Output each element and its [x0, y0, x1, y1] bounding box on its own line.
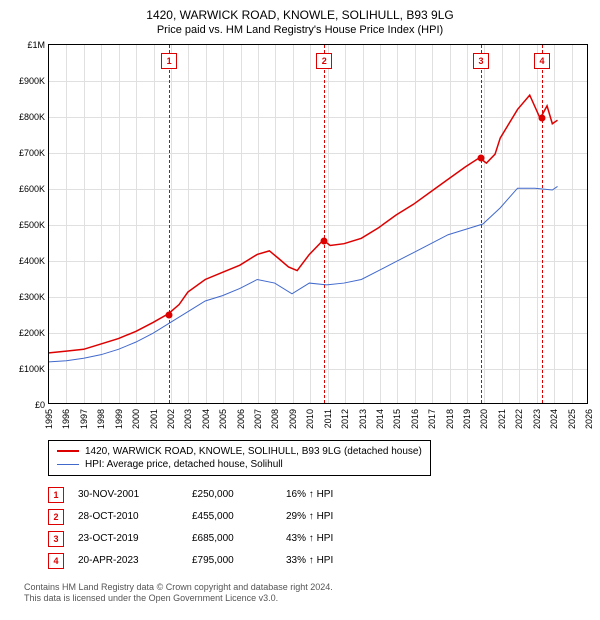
x-tick-label: 2021	[497, 409, 507, 429]
y-tick-label: £700K	[19, 148, 45, 158]
sales-table-row: 2 28-OCT-2010 £455,000 29% ↑ HPI	[48, 506, 588, 528]
y-tick-label: £300K	[19, 292, 45, 302]
sale-line	[169, 45, 170, 403]
page-subtitle: Price paid vs. HM Land Registry's House …	[12, 24, 588, 36]
footer-line2: This data is licensed under the Open Gov…	[24, 593, 588, 605]
page-title: 1420, WARWICK ROAD, KNOWLE, SOLIHULL, B9…	[12, 8, 588, 24]
sale-dot	[321, 237, 328, 244]
sales-row-num: 1	[48, 487, 64, 503]
x-tick-label: 2007	[253, 409, 263, 429]
page-container: 1420, WARWICK ROAD, KNOWLE, SOLIHULL, B9…	[0, 0, 600, 613]
legend: 1420, WARWICK ROAD, KNOWLE, SOLIHULL, B9…	[48, 440, 431, 476]
y-axis-labels: £0£100K£200K£300K£400K£500K£600K£700K£80…	[13, 45, 47, 403]
sales-table-row: 3 23-OCT-2019 £685,000 43% ↑ HPI	[48, 528, 588, 550]
sale-line	[542, 45, 543, 403]
x-tick-label: 2008	[270, 409, 280, 429]
sale-marker-box: 1	[161, 53, 177, 69]
x-tick-label: 2004	[201, 409, 211, 429]
legend-swatch	[57, 464, 79, 465]
x-tick-label: 2013	[358, 409, 368, 429]
x-tick-label: 2009	[288, 409, 298, 429]
sale-marker-box: 2	[316, 53, 332, 69]
x-tick-label: 2020	[479, 409, 489, 429]
x-tick-label: 2022	[514, 409, 524, 429]
y-tick-label: £100K	[19, 364, 45, 374]
y-tick-label: £900K	[19, 76, 45, 86]
x-tick-label: 2011	[323, 409, 333, 428]
x-tick-label: 1997	[79, 409, 89, 429]
x-tick-label: 2024	[549, 409, 559, 429]
x-tick-label: 2001	[149, 409, 159, 429]
x-axis-labels: 1995199619971998199920002001200220032004…	[49, 405, 587, 431]
sale-dot	[166, 311, 173, 318]
chart-area: £0£100K£200K£300K£400K£500K£600K£700K£80…	[48, 44, 588, 404]
chart-lines	[49, 45, 587, 403]
x-tick-label: 1999	[114, 409, 124, 429]
sales-row-date: 30-NOV-2001	[78, 489, 178, 500]
sales-row-price: £250,000	[192, 489, 272, 500]
sales-row-num: 4	[48, 553, 64, 569]
x-tick-label: 2005	[218, 409, 228, 429]
sales-row-date: 28-OCT-2010	[78, 511, 178, 522]
sales-row-price: £685,000	[192, 533, 272, 544]
legend-row: 1420, WARWICK ROAD, KNOWLE, SOLIHULL, B9…	[57, 445, 422, 458]
y-tick-label: £500K	[19, 220, 45, 230]
footer: Contains HM Land Registry data © Crown c…	[24, 582, 588, 605]
sales-table-row: 4 20-APR-2023 £795,000 33% ↑ HPI	[48, 550, 588, 572]
legend-row: HPI: Average price, detached house, Soli…	[57, 458, 422, 471]
footer-line1: Contains HM Land Registry data © Crown c…	[24, 582, 588, 594]
legend-label: 1420, WARWICK ROAD, KNOWLE, SOLIHULL, B9…	[85, 446, 422, 457]
x-tick-label: 1996	[61, 409, 71, 429]
x-tick-label: 2015	[392, 409, 402, 429]
sales-row-price: £795,000	[192, 555, 272, 566]
x-tick-label: 2006	[236, 409, 246, 429]
sales-row-price: £455,000	[192, 511, 272, 522]
sale-marker-box: 3	[473, 53, 489, 69]
sale-line	[324, 45, 325, 403]
sale-dot	[538, 115, 545, 122]
x-tick-label: 1995	[44, 409, 54, 429]
y-tick-label: £800K	[19, 112, 45, 122]
x-tick-label: 2018	[445, 409, 455, 429]
x-tick-label: 1998	[96, 409, 106, 429]
sales-row-num: 3	[48, 531, 64, 547]
sale-dot	[478, 154, 485, 161]
sales-row-date: 20-APR-2023	[78, 555, 178, 566]
x-tick-label: 2023	[532, 409, 542, 429]
sales-row-pct: 16% ↑ HPI	[286, 489, 366, 500]
y-tick-label: £1M	[27, 40, 45, 50]
sales-row-date: 23-OCT-2019	[78, 533, 178, 544]
sales-row-num: 2	[48, 509, 64, 525]
x-tick-label: 2000	[131, 409, 141, 429]
legend-swatch	[57, 450, 79, 452]
x-tick-label: 2026	[584, 409, 594, 429]
sales-table: 1 30-NOV-2001 £250,000 16% ↑ HPI 2 28-OCT-201…	[48, 484, 588, 572]
sales-row-pct: 29% ↑ HPI	[286, 511, 366, 522]
y-tick-label: £200K	[19, 328, 45, 338]
x-tick-label: 2003	[183, 409, 193, 429]
x-tick-label: 2002	[166, 409, 176, 429]
x-tick-label: 2012	[340, 409, 350, 429]
x-tick-label: 2014	[375, 409, 385, 429]
x-tick-label: 2019	[462, 409, 472, 429]
sales-row-pct: 33% ↑ HPI	[286, 555, 366, 566]
sale-line	[481, 45, 482, 403]
x-tick-label: 2010	[305, 409, 315, 429]
legend-label: HPI: Average price, detached house, Soli…	[85, 459, 283, 470]
sales-table-row: 1 30-NOV-2001 £250,000 16% ↑ HPI	[48, 484, 588, 506]
sale-marker-box: 4	[534, 53, 550, 69]
x-tick-label: 2017	[427, 409, 437, 429]
y-tick-label: £600K	[19, 184, 45, 194]
x-tick-label: 2016	[410, 409, 420, 429]
x-tick-label: 2025	[567, 409, 577, 429]
y-tick-label: £400K	[19, 256, 45, 266]
sales-row-pct: 43% ↑ HPI	[286, 533, 366, 544]
